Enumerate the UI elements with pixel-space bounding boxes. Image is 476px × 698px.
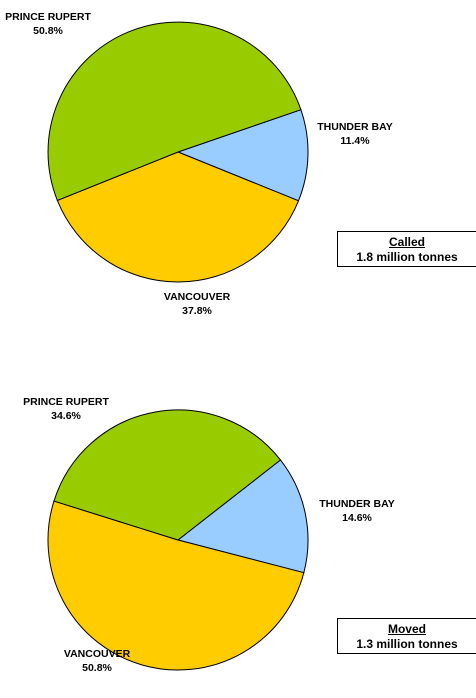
moved-box-title: Moved <box>387 622 426 636</box>
pie-slice-vancouver <box>47 500 305 671</box>
moved-summary-box: Moved 1.3 million tonnes <box>337 618 476 654</box>
called-box-tonnage: 1.8 million tonnes <box>356 250 458 264</box>
slice-label-thunder-bay: THUNDER BAY <box>317 121 392 133</box>
slice-label-prince-rupert: PRINCE RUPERT <box>5 11 91 23</box>
pie-slice-vancouver <box>56 151 300 283</box>
moved-pie <box>47 409 309 671</box>
slice-label-vancouver: VANCOUVER <box>64 648 131 660</box>
pie-slice-prince-rupert <box>47 21 302 202</box>
called-box-title: Called <box>388 235 425 249</box>
slice-label-prince-rupert: PRINCE RUPERT <box>23 396 109 408</box>
slice-value-thunder-bay: 14.6% <box>342 512 372 524</box>
pie-slice-prince-rupert <box>53 409 282 541</box>
called-summary-box: Called 1.8 million tonnes <box>337 231 476 267</box>
slice-label-vancouver: VANCOUVER <box>164 291 231 303</box>
slice-value-prince-rupert: 34.6% <box>51 410 81 422</box>
slice-label-thunder-bay: THUNDER BAY <box>319 498 394 510</box>
pie-slice-thunder-bay <box>176 459 309 574</box>
slice-value-prince-rupert: 50.8% <box>33 25 63 37</box>
slice-value-thunder-bay: 11.4% <box>340 135 370 147</box>
slice-value-vancouver: 50.8% <box>82 662 112 674</box>
slice-value-vancouver: 37.8% <box>182 305 212 317</box>
called-pie <box>47 21 309 283</box>
moved-box-tonnage: 1.3 million tonnes <box>356 637 458 651</box>
pie-slice-thunder-bay <box>176 109 309 202</box>
